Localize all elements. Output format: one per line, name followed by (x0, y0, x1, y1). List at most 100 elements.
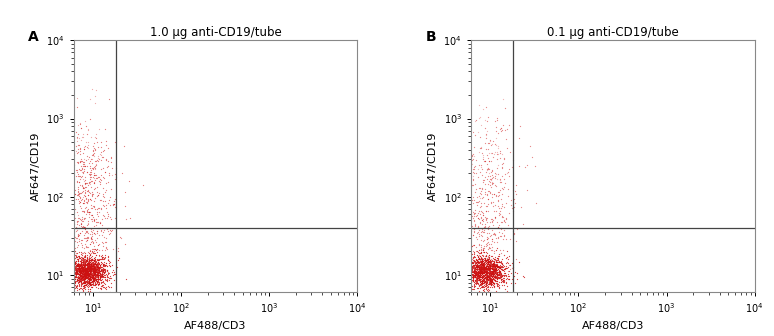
Point (485, 265, 497, 271)
Point (476, 185, 488, 190)
Point (72, 150, 84, 155)
Point (463, 271, 475, 276)
Point (491, 262, 503, 267)
Point (495, 258, 507, 263)
Point (509, 201, 521, 206)
Point (88, 265, 101, 271)
Point (85, 275, 98, 280)
Point (485, 284, 497, 290)
Point (77, 255, 89, 261)
Point (100, 202, 112, 207)
Point (74, 265, 87, 271)
Point (463, 267, 475, 272)
Point (79, 230, 91, 236)
Point (488, 265, 501, 271)
Point (91, 267, 104, 272)
Point (474, 277, 487, 283)
Point (82, 266, 94, 272)
Point (65, 262, 77, 267)
Point (468, 286, 481, 292)
Point (75, 270, 87, 276)
Point (491, 264, 504, 269)
Point (65, 206, 77, 212)
Point (73, 279, 85, 284)
Point (471, 276, 483, 281)
Point (77, 261, 89, 267)
Point (463, 260, 475, 266)
Point (98, 272, 111, 278)
Point (92, 157, 104, 162)
Point (76, 218, 88, 223)
Point (498, 156, 510, 162)
Point (83, 274, 95, 279)
Point (476, 275, 488, 281)
Point (89, 196, 101, 201)
Point (83, 253, 95, 259)
Point (104, 276, 117, 281)
Point (71, 219, 84, 224)
Point (490, 267, 502, 273)
Point (79, 261, 91, 266)
Point (74, 145, 86, 151)
Point (491, 281, 504, 287)
Point (91, 270, 104, 276)
Point (489, 274, 502, 279)
Point (474, 264, 486, 270)
Point (68, 270, 80, 276)
Point (90, 281, 102, 286)
Point (70, 251, 83, 256)
Point (491, 275, 503, 281)
Point (476, 269, 488, 274)
Point (489, 175, 502, 181)
Point (70, 267, 82, 273)
Point (478, 275, 491, 280)
Point (74, 280, 87, 285)
Point (480, 265, 492, 271)
Point (83, 268, 95, 273)
Point (86, 268, 98, 274)
Point (86, 267, 98, 273)
Point (464, 265, 476, 270)
Point (88, 177, 101, 182)
Text: A: A (28, 30, 39, 44)
Point (477, 267, 489, 272)
Point (474, 270, 487, 276)
Point (79, 174, 91, 180)
Point (65, 263, 77, 268)
Point (65, 270, 77, 276)
Point (82, 230, 94, 236)
Point (88, 270, 101, 276)
Point (474, 273, 487, 279)
Point (65, 179, 77, 184)
Point (89, 277, 101, 283)
Point (103, 263, 115, 268)
Point (486, 278, 498, 283)
Point (490, 208, 502, 213)
Point (495, 272, 508, 278)
Point (495, 196, 507, 201)
Point (475, 270, 488, 275)
Point (81, 198, 94, 204)
Point (77, 271, 89, 277)
Point (101, 165, 113, 170)
Point (80, 281, 93, 287)
Point (82, 188, 94, 194)
Point (77, 263, 90, 268)
Point (489, 170, 502, 175)
Point (471, 276, 484, 281)
Point (472, 269, 485, 275)
Point (94, 172, 107, 177)
Point (471, 269, 484, 274)
Point (463, 272, 475, 278)
Point (83, 269, 95, 274)
Point (482, 272, 495, 277)
Point (471, 263, 484, 269)
Point (90, 275, 102, 280)
Point (476, 265, 488, 270)
Point (78, 274, 91, 279)
Point (474, 276, 486, 282)
Point (89, 266, 101, 271)
Point (107, 201, 119, 206)
Point (488, 281, 500, 286)
Point (494, 248, 506, 253)
